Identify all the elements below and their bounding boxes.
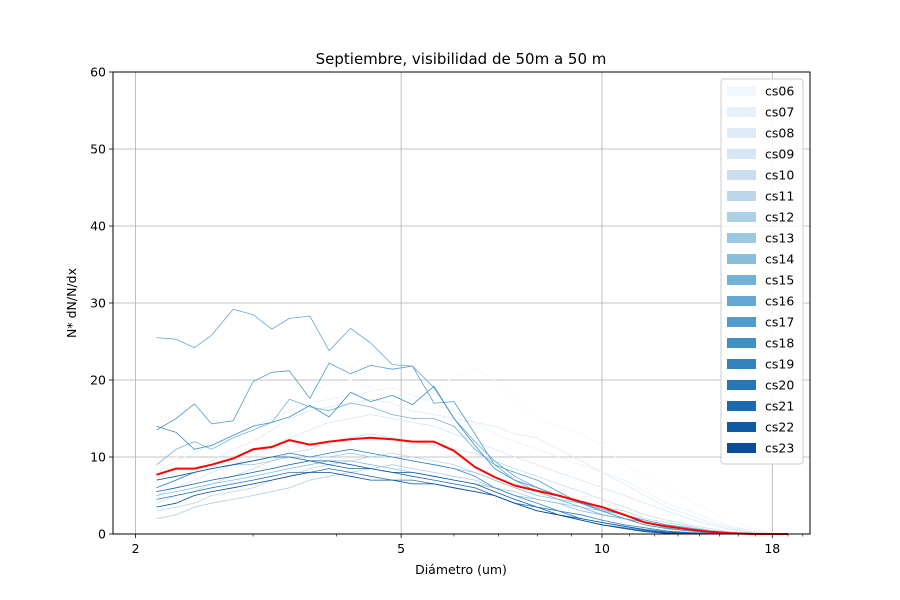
y-tick-label: 10	[90, 450, 106, 465]
legend-label-cs09: cs09	[765, 147, 794, 162]
x-tick-label: 10	[594, 541, 610, 556]
legend-swatch-cs19	[727, 359, 756, 369]
legend-label-cs11: cs11	[765, 189, 794, 204]
legend-swatch-cs16	[727, 296, 756, 306]
y-axis-ticks: 0 10 20 30 40 50 60	[90, 65, 113, 542]
legend-label-cs16: cs16	[765, 294, 794, 309]
series-line-cs16	[156, 308, 788, 535]
x-tick-label: 18	[764, 541, 780, 556]
x-tick-label: 2	[132, 541, 140, 556]
y-tick-label: 40	[90, 219, 106, 234]
legend-swatch-cs09	[727, 149, 756, 159]
legend-label-cs13: cs13	[765, 231, 794, 246]
legend-swatch-cs20	[727, 380, 756, 390]
legend-label-cs14: cs14	[765, 252, 794, 267]
legend-label-cs12: cs12	[765, 210, 794, 225]
legend-swatch-cs15	[727, 275, 756, 285]
legend-label-cs10: cs10	[765, 168, 794, 183]
legend-swatch-cs08	[727, 128, 756, 138]
y-tick-label: 50	[90, 142, 106, 157]
legend-swatch-cs11	[727, 191, 756, 201]
series-line-cs07	[156, 387, 789, 535]
legend-swatch-cs06	[727, 86, 756, 96]
series-line-cs11	[156, 452, 788, 535]
legend-label-cs18: cs18	[765, 336, 794, 351]
legend-swatch-cs21	[727, 401, 756, 411]
x-axis-ticks: 2 5 10 18	[132, 534, 804, 556]
y-tick-label: 30	[90, 296, 106, 311]
series-line-cs10	[156, 433, 788, 535]
y-tick-label: 0	[98, 527, 106, 542]
legend-swatch-cs14	[727, 254, 756, 264]
plot-lines	[156, 308, 789, 535]
legend-swatch-cs10	[727, 170, 756, 180]
x-axis-label: Diámetro (um)	[415, 562, 507, 577]
chart-title: Septiembre, visibilidad de 50m a 50 m	[316, 50, 607, 68]
y-tick-label: 20	[90, 373, 106, 388]
legend-label-cs06: cs06	[765, 84, 794, 99]
legend-label-cs08: cs08	[765, 126, 794, 141]
legend-label-cs21: cs21	[765, 399, 794, 414]
legend: cs06 cs07 cs08 cs09 cs10 cs11 cs12 cs13 cs14 cs15…	[720, 78, 804, 465]
legend-swatch-cs12	[727, 212, 756, 222]
legend-swatch-cs07	[727, 107, 756, 117]
series-line-cs22	[156, 456, 788, 535]
legend-swatch-cs13	[727, 233, 756, 243]
legend-label-cs23: cs23	[765, 441, 794, 456]
x-tick-label: 5	[397, 541, 405, 556]
legend-swatch-cs18	[727, 338, 756, 348]
legend-label-cs15: cs15	[765, 273, 794, 288]
series-line-cs18	[156, 385, 788, 535]
legend-label-cs19: cs19	[765, 357, 794, 372]
series-line-cs08	[156, 398, 789, 535]
mean-line	[156, 436, 788, 535]
y-tick-label: 60	[90, 65, 106, 80]
legend-label-cs20: cs20	[765, 378, 794, 393]
legend-swatch-cs23	[727, 443, 756, 453]
y-axis-label: N* dN/N/dx	[64, 268, 79, 338]
legend-swatch-cs17	[727, 317, 756, 327]
legend-label-cs17: cs17	[765, 315, 794, 330]
series-line-cs06	[156, 367, 789, 535]
legend-swatch-cs22	[727, 422, 756, 432]
legend-label-cs22: cs22	[765, 420, 794, 435]
legend-label-cs07: cs07	[765, 105, 794, 120]
